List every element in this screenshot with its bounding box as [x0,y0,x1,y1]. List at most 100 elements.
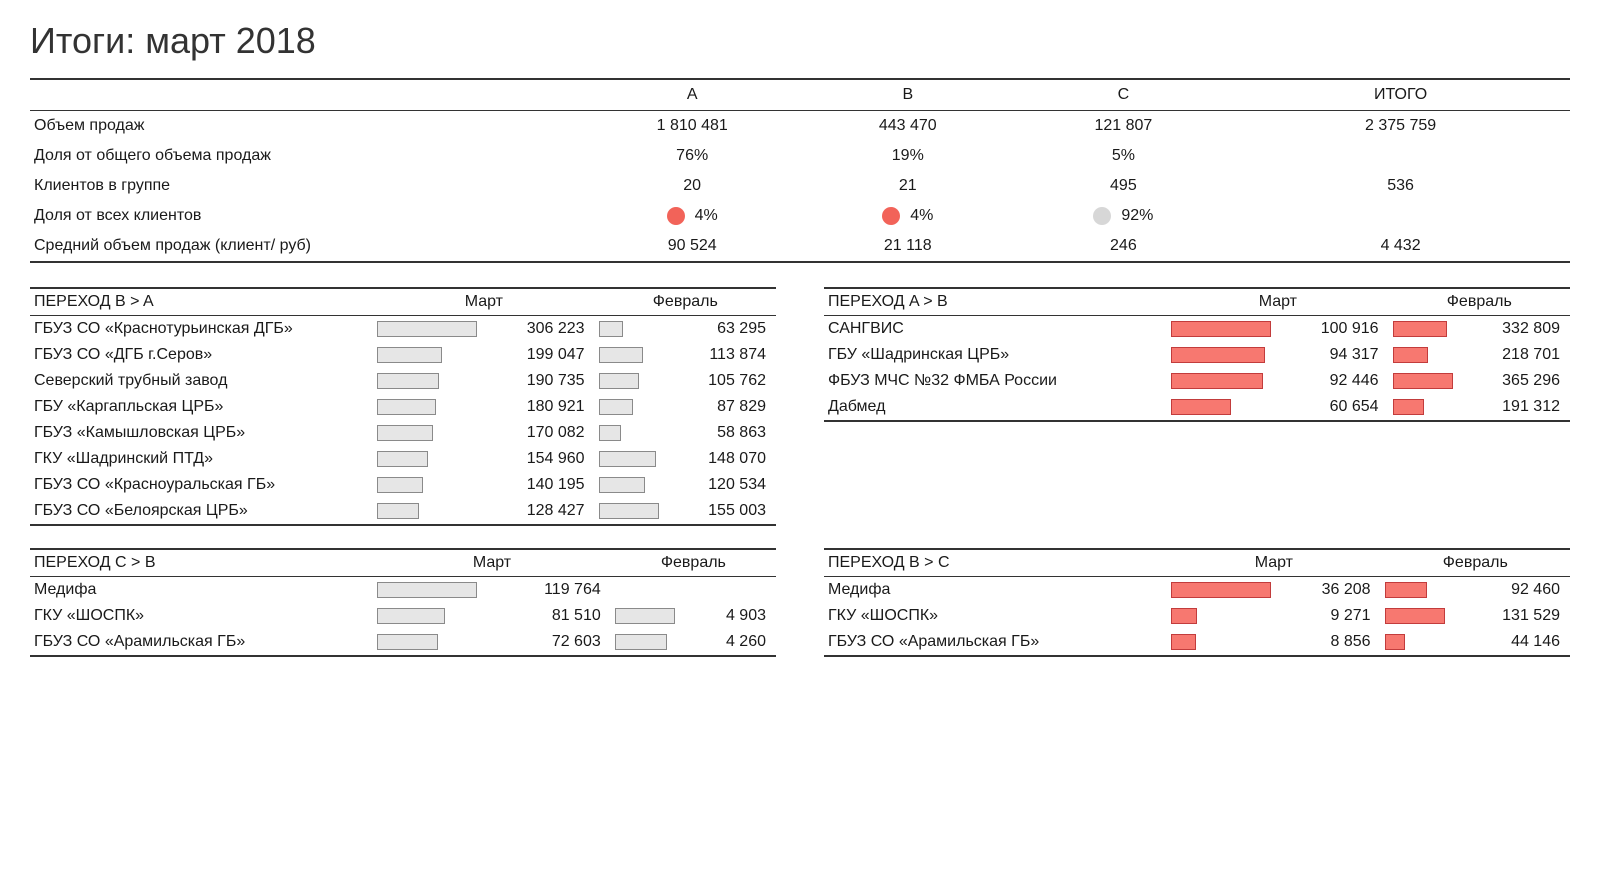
transition-row: ГБУ «Шадринская ЦРБ»94 317218 701 [824,342,1570,368]
client-name: ГБУЗ СО «Красноуральская ГБ» [30,472,373,498]
transition-row: ГБУЗ «Камышловская ЦРБ»170 08258 863 [30,420,776,446]
summary-cell: 4% [584,201,800,231]
summary-cell: 5% [1016,141,1232,171]
value-current: 190 735 [473,368,594,394]
client-name: Медифа [824,577,1167,604]
panel-title: ПЕРЕХОД C > B [30,549,373,577]
bar-prev [611,629,671,656]
value-current: 81 510 [473,603,611,629]
client-name: ГБУЗ СО «Краснотурьинская ДГБ» [30,316,373,343]
summary-cell: 121 807 [1016,111,1232,142]
value-prev: 148 070 [655,446,776,472]
summary-cell: 536 [1231,171,1570,201]
bar-current [373,368,473,394]
summary-cell: 4 432 [1231,231,1570,262]
value-current: 199 047 [473,342,594,368]
value-current: 128 427 [473,498,594,525]
bar-current [373,603,473,629]
panel-col-current: Март [1167,288,1388,316]
value-current: 94 317 [1267,342,1388,368]
bar-current [373,498,473,525]
value-prev: 131 529 [1441,603,1570,629]
summary-cell: 4% [800,201,1016,231]
transition-table: ПЕРЕХОД C > BМартФевральМедифа119 764ГКУ… [30,548,776,657]
bar-prev [1389,342,1449,368]
value-prev: 191 312 [1449,394,1570,421]
value-prev: 105 762 [655,368,776,394]
value-current: 119 764 [473,577,611,604]
panel-title: ПЕРЕХОД A > B [824,288,1167,316]
value-prev [671,577,776,604]
value-current: 100 916 [1267,316,1388,343]
value-current: 60 654 [1267,394,1388,421]
value-prev: 58 863 [655,420,776,446]
summary-value: 4% [910,207,933,224]
client-name: Медифа [30,577,373,604]
bar-current [1167,368,1267,394]
value-current: 154 960 [473,446,594,472]
bar-current [373,472,473,498]
panel-c-to-b: ПЕРЕХОД C > BМартФевральМедифа119 764ГКУ… [30,548,776,657]
value-prev: 63 295 [655,316,776,343]
client-name: ГКУ «ШОСПК» [824,603,1167,629]
panel-col-current: Март [373,288,594,316]
summary-cell: 2 375 759 [1231,111,1570,142]
summary-row: Доля от всех клиентов4%4%92% [30,201,1570,231]
panel-col-prev: Февраль [595,288,776,316]
transition-row: ГКУ «ШОСПК»81 5104 903 [30,603,776,629]
summary-cell: 90 524 [584,231,800,262]
value-prev: 113 874 [655,342,776,368]
summary-value: 92% [1121,207,1153,224]
value-prev: 218 701 [1449,342,1570,368]
share-dot-icon [667,207,685,225]
transition-row: ГБУЗ СО «Арамильская ГБ»8 85644 146 [824,629,1570,656]
value-prev: 332 809 [1449,316,1570,343]
value-current: 9 271 [1267,603,1380,629]
summary-cell: 21 [800,171,1016,201]
transition-row: Дабмед 60 654 191 312 [824,394,1570,421]
client-name: ГБУЗ СО «Арамильская ГБ» [824,629,1167,656]
bar-current [373,420,473,446]
value-current: 140 195 [473,472,594,498]
value-prev: 4 903 [671,603,776,629]
bar-prev [611,603,671,629]
summary-cell [1231,141,1570,171]
summary-row-label: Доля от общего объема продаж [30,141,584,171]
summary-cell: 443 470 [800,111,1016,142]
summary-col-b: B [800,79,1016,111]
panel-col-prev: Февраль [1381,549,1570,577]
bar-prev [595,316,655,343]
bar-current [1167,577,1267,604]
panel-title: ПЕРЕХОД B > C [824,549,1167,577]
summary-cell: 76% [584,141,800,171]
bar-current [373,342,473,368]
summary-row: Средний объем продаж (клиент/ руб)90 524… [30,231,1570,262]
value-prev: 365 296 [1449,368,1570,394]
client-name: Дабмед [824,394,1167,421]
summary-col-a: A [584,79,800,111]
transition-row: ГБУЗ СО «ДГБ г.Серов»199 047113 874 [30,342,776,368]
transition-row: Северский трубный завод190 735105 762 [30,368,776,394]
panel-b-to-c: ПЕРЕХОД B > CМартФевральМедифа36 20892 4… [824,548,1570,657]
transition-row: ГБУ «Каргапльская ЦРБ»180 92187 829 [30,394,776,420]
summary-row: Доля от общего объема продаж76%19%5% [30,141,1570,171]
bar-current [373,629,473,656]
panel-col-prev: Февраль [611,549,776,577]
bar-prev [595,368,655,394]
client-name: ГБУЗ СО «Арамильская ГБ» [30,629,373,656]
bar-current [373,316,473,343]
bar-prev [1389,394,1449,421]
summary-col-c: C [1016,79,1232,111]
value-prev: 4 260 [671,629,776,656]
client-name: САНГВИС [824,316,1167,343]
summary-row: Объем продаж1 810 481443 470121 8072 375… [30,111,1570,142]
bar-prev [1381,603,1441,629]
panel-a-to-b: ПЕРЕХОД A > BМартФевральСАНГВИС100 91633… [824,287,1570,526]
transition-table: ПЕРЕХОД B > CМартФевральМедифа36 20892 4… [824,548,1570,657]
value-current: 92 446 [1267,368,1388,394]
bar-current [1167,342,1267,368]
bar-prev [595,446,655,472]
bar-prev [1389,316,1449,343]
summary-cell: 495 [1016,171,1232,201]
summary-col-total: ИТОГО [1231,79,1570,111]
